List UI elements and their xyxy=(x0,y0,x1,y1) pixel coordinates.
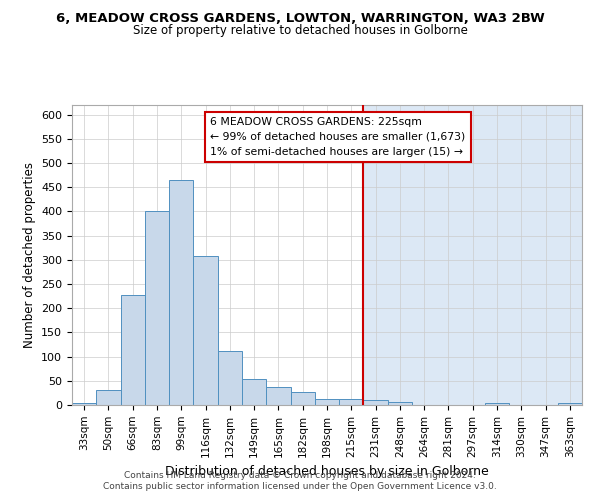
X-axis label: Distribution of detached houses by size in Golborne: Distribution of detached houses by size … xyxy=(165,465,489,478)
Y-axis label: Number of detached properties: Number of detached properties xyxy=(23,162,35,348)
Bar xyxy=(72,402,96,405)
Bar xyxy=(485,402,509,405)
Bar xyxy=(96,390,121,405)
Bar xyxy=(193,256,218,405)
Text: 6, MEADOW CROSS GARDENS, LOWTON, WARRINGTON, WA3 2BW: 6, MEADOW CROSS GARDENS, LOWTON, WARRING… xyxy=(56,12,544,26)
Text: Size of property relative to detached houses in Golborne: Size of property relative to detached ho… xyxy=(133,24,467,37)
Bar xyxy=(72,105,364,405)
Bar xyxy=(364,400,388,405)
Text: Contains HM Land Registry data © Crown copyright and database right 2024.: Contains HM Land Registry data © Crown c… xyxy=(124,471,476,480)
Bar xyxy=(558,402,582,405)
Text: 6 MEADOW CROSS GARDENS: 225sqm
← 99% of detached houses are smaller (1,673)
1% o: 6 MEADOW CROSS GARDENS: 225sqm ← 99% of … xyxy=(211,117,466,156)
Bar xyxy=(364,105,582,405)
Bar xyxy=(242,380,266,405)
Bar xyxy=(169,180,193,405)
Bar xyxy=(266,386,290,405)
Text: Contains public sector information licensed under the Open Government Licence v3: Contains public sector information licen… xyxy=(103,482,497,491)
Bar xyxy=(315,398,339,405)
Bar xyxy=(290,392,315,405)
Bar xyxy=(339,399,364,405)
Bar xyxy=(218,352,242,405)
Bar xyxy=(121,294,145,405)
Bar xyxy=(388,402,412,405)
Bar xyxy=(145,212,169,405)
